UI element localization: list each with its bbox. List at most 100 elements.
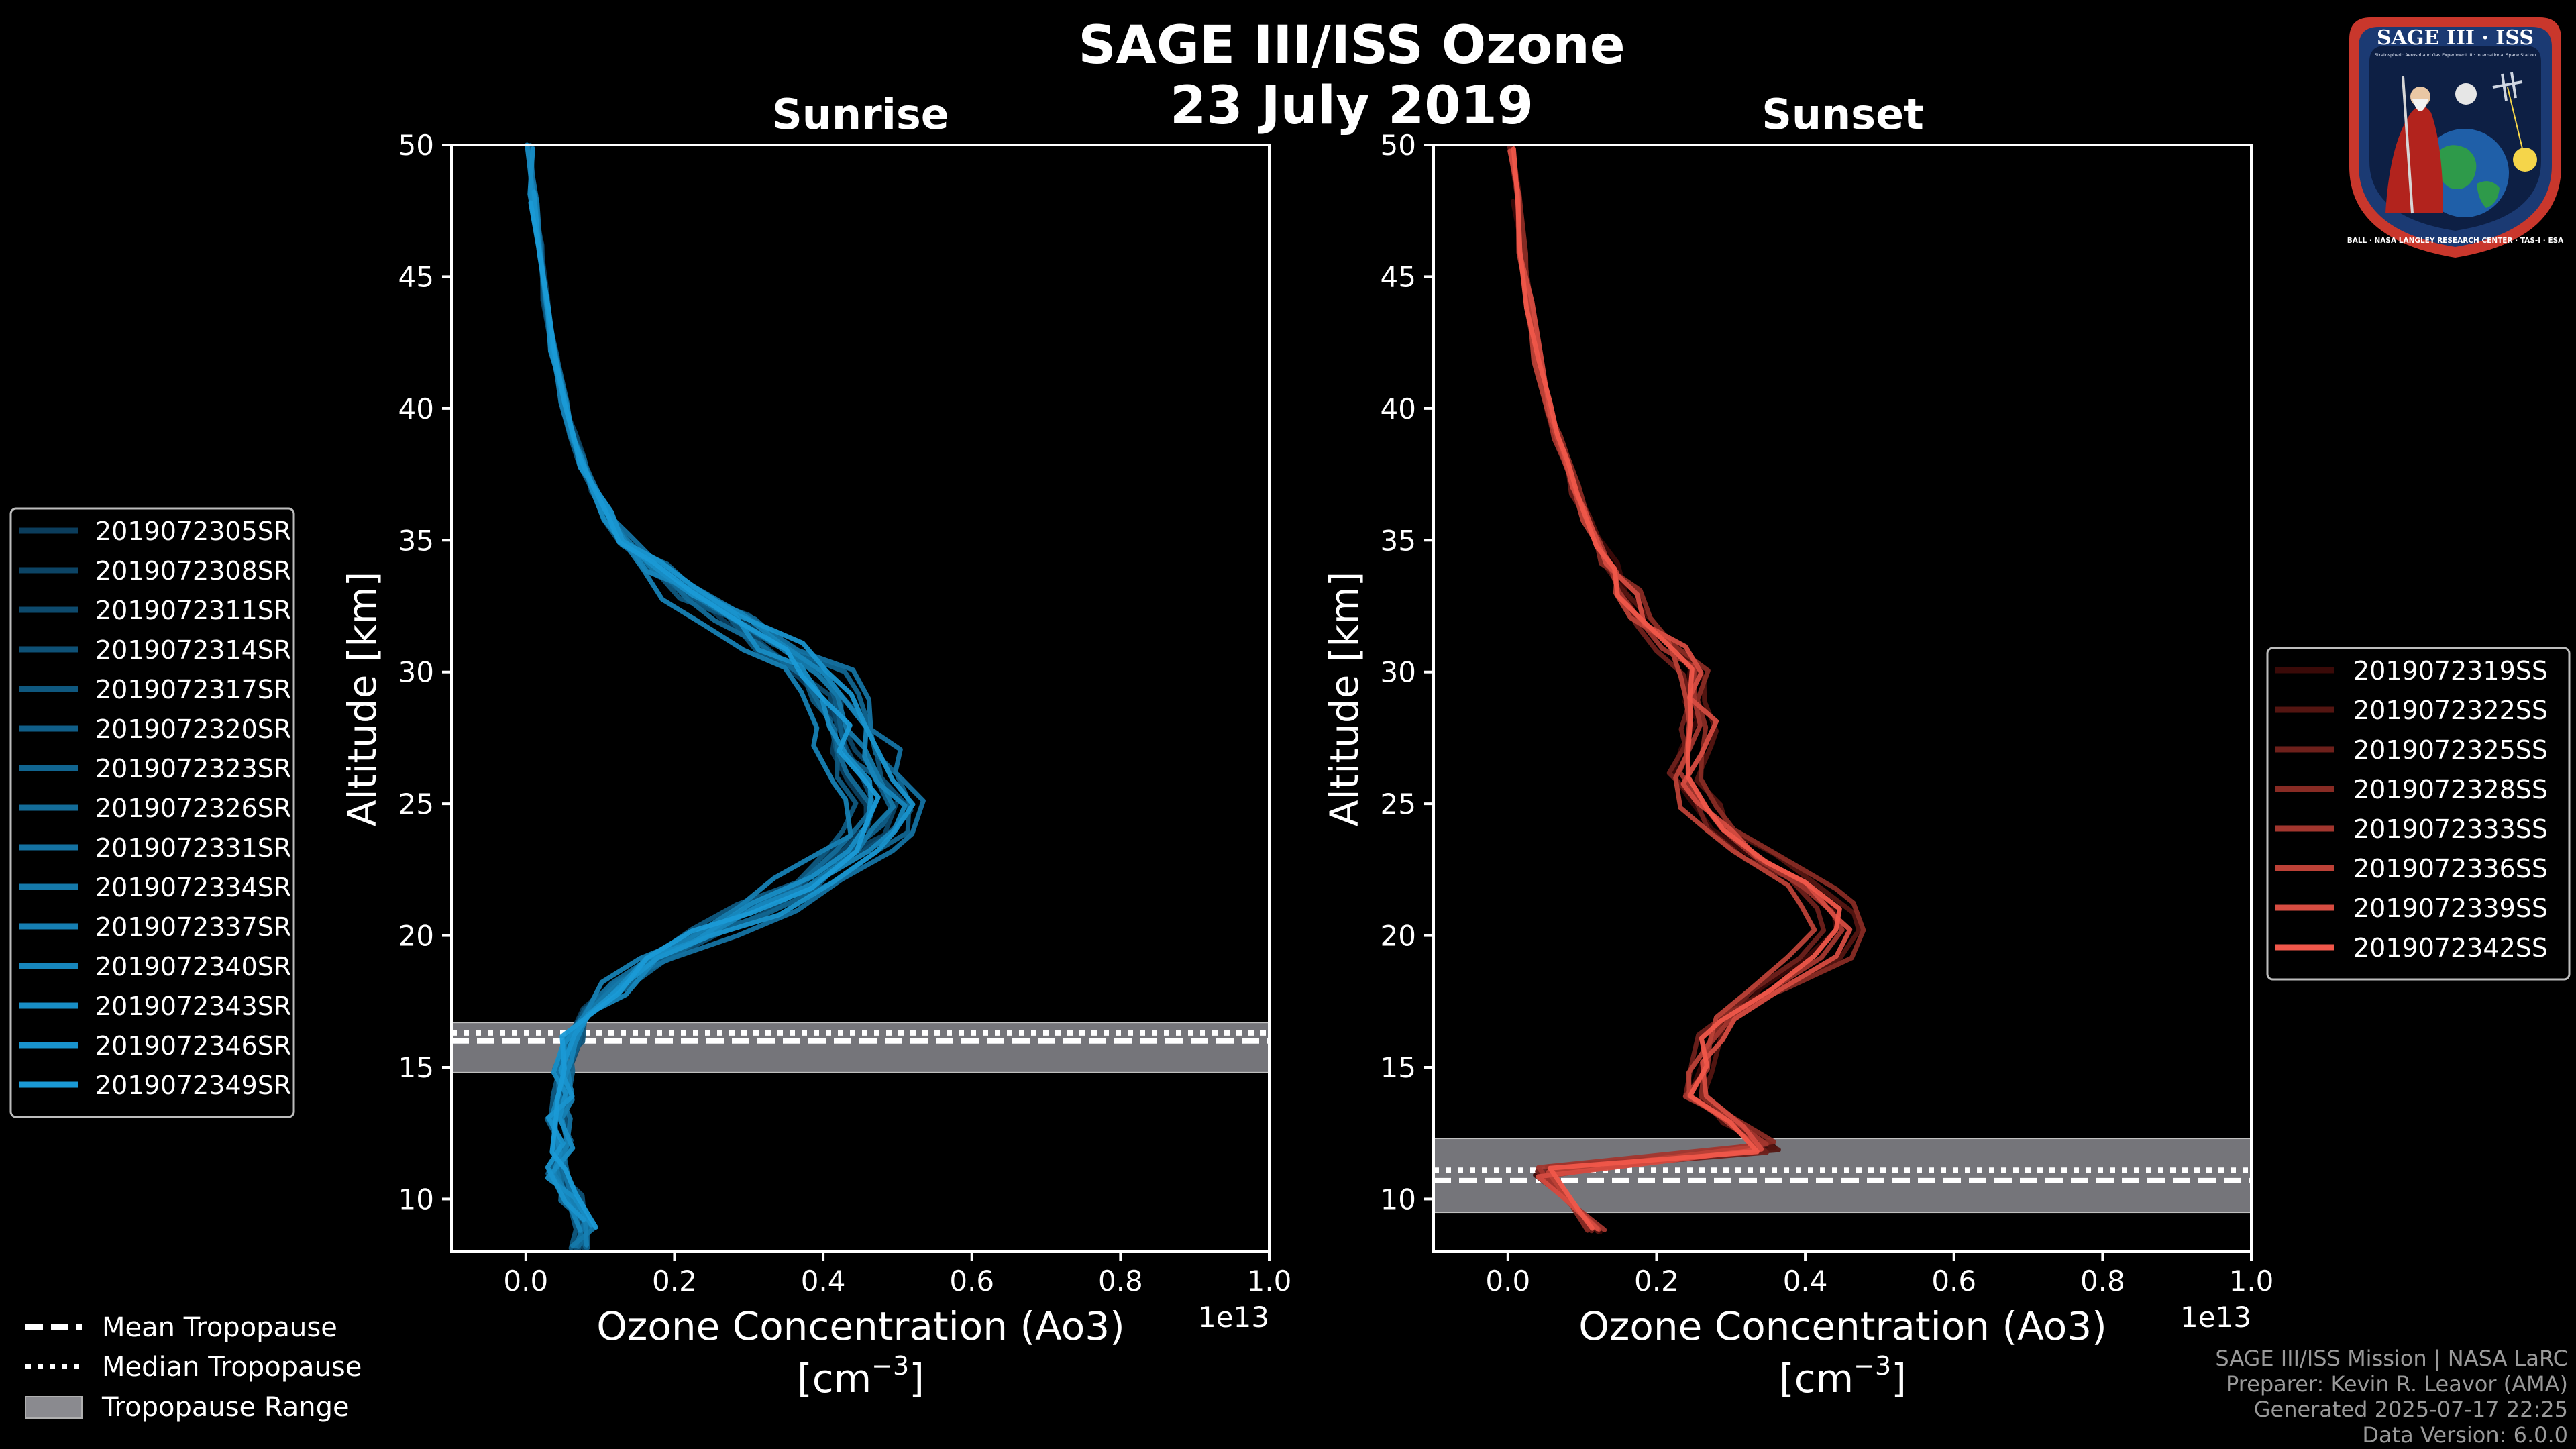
sunset-x-unit-exp: −3 [1854,1351,1891,1381]
footer-line-3: Generated 2025-07-17 22:25 [2254,1397,2568,1422]
sunset-y-tick-label: 10 [1381,1183,1416,1216]
sunrise-y-label: Altitude [km] [339,572,385,826]
sunrise-y-ticks: 10 15 20 25 30 35 40 45 50 [398,129,451,1216]
sunset-x-tick-label: 1.0 [2229,1265,2274,1297]
sunrise-y-tick-label: 35 [398,524,434,557]
sunset-x-tick-label: 0.8 [2080,1265,2125,1297]
sunset-y-tick-label: 45 [1381,260,1416,293]
badge-top-text: SAGE III · ISS [2377,26,2534,50]
sunset-x-tick-label: 0.6 [1931,1265,1976,1297]
sunrise-series-line-2019072349SR [528,200,881,1230]
sunrise-legend-label: 2019072305SR [95,517,291,546]
sunset-axes-frame [1432,144,2253,1253]
sunset-x-ticks: 0.0 0.2 0.4 0.6 0.8 1.0 [1485,1252,2273,1297]
sunrise-x-tick-label: 0.4 [801,1265,846,1297]
sunset-series [1507,144,1866,1234]
sunrise-legend-label: 2019072331SR [95,833,291,863]
sunrise-y-tick-label: 40 [398,392,434,425]
sunrise-axes-frame [450,144,1271,1253]
sunset-y-tick-label: 40 [1381,392,1416,425]
sunrise-series [525,142,926,1253]
sunset-legend-label: 2019072319SS [2353,656,2548,686]
sunset-y-tick-label: 35 [1381,524,1416,557]
sunset-y-tick-label: 50 [1381,129,1416,162]
sage-iii-iss-mission-badge: SAGE III · ISS Stratospheric Aerosol and… [2347,17,2564,258]
sunrise-tropopause [451,1022,1270,1073]
sunset-x-tick-label: 0.2 [1634,1265,1679,1297]
sunrise-y-tick-label: 50 [398,129,434,162]
sunset-legend-label: 2019072333SS [2353,814,2548,844]
sunset-legend-frame [2266,647,2571,981]
sunrise-y-tick-label: 15 [398,1051,434,1084]
figure-beard-icon [2412,99,2428,111]
sunset-legend-label: 2019072325SS [2353,735,2548,765]
sunset-title: Sunset [1762,90,1924,139]
space-station-icon [2492,72,2523,101]
badge-ring-text: BALL · NASA LANGLEY RESEARCH CENTER · TA… [2347,237,2564,245]
sunrise-y-tick-label: 45 [398,260,434,293]
tropopause-range-label: Tropopause Range [101,1392,350,1423]
continent-shape-2 [2477,181,2500,208]
figure-title-line1: SAGE III/ISS Ozone [1078,15,1625,76]
sunset-series-line-2019072342SS [1511,146,1842,1231]
sunrise-legend-label: 2019072326SR [95,794,291,823]
sunrise-x-tick-label: 0.2 [652,1265,697,1297]
sunrise-legend-label: 2019072340SR [95,952,291,981]
figure-title-line2: 23 July 2019 [1170,76,1534,136]
sunrise-legend: 2019072305SR 2019072308SR 2019072311SR 2019… [9,507,295,1118]
sunrise-legend-label: 2019072343SR [95,991,291,1021]
sunrise-legend-label: 2019072337SR [95,912,291,942]
sunset-y-tick-label: 20 [1381,920,1416,953]
sunrise-legend-label: 2019072349SR [95,1071,291,1100]
sunrise-x-unit-exp: −3 [871,1351,909,1381]
sunset-x-tick-label: 0.0 [1485,1265,1530,1297]
sunrise-x-label: Ozone Concentration (Ao3) [596,1303,1125,1349]
figure-robe-icon [2385,106,2443,213]
sunset-x-label: Ozone Concentration (Ao3) [1578,1303,2107,1349]
sunset-offset-text: 1e13 [2180,1301,2251,1334]
sunrise-y-tick-label: 10 [398,1183,434,1216]
footer-line-1: SAGE III/ISS Mission | NASA LaRC [2215,1346,2568,1371]
sunset-y-ticks: 10 15 20 25 30 35 40 45 50 [1381,129,1434,1216]
sunset-x-unit-base: [cm [1779,1356,1854,1401]
staff-icon [2402,76,2414,214]
footer-line-2: Preparer: Kevin R. Leavor (AMA) [2226,1371,2568,1397]
sunrise-legend-label: 2019072320SR [95,714,291,744]
occultation-ray-icon [2507,87,2526,160]
tropopause-range-swatch [25,1396,83,1419]
sunrise-legend-label: 2019072308SR [95,556,291,586]
sunset-legend-label: 2019072336SS [2353,854,2548,883]
sunset-legend: 2019072319SS 2019072322SS 2019072325SS 2019… [2266,647,2571,981]
sunrise-x-unit: [cm−3] [797,1351,924,1401]
sunrise-legend-label: 2019072346SR [95,1031,291,1061]
mean-tropopause-label: Mean Tropopause [102,1312,337,1343]
moon-icon [2455,83,2477,105]
tropopause-legend: Mean Tropopause Median Tropopause Tropop… [25,1312,362,1423]
sunrise-x-tick-label: 0.6 [949,1265,994,1297]
sunrise-x-unit-base: [cm [797,1356,871,1401]
sunset-y-tick-label: 15 [1381,1051,1416,1084]
sunrise-legend-label: 2019072323SR [95,754,291,784]
sunrise-x-tick-label: 0.8 [1098,1265,1143,1297]
badge-subtitle: Stratospheric Aerosol and Gas Experiment… [2375,52,2536,58]
footer-credits: SAGE III/ISS Mission | NASA LaRC Prepare… [2215,1346,2568,1448]
sunrise-offset-text: 1e13 [1198,1301,1269,1334]
sunset-x-unit-close: ] [1891,1356,1907,1401]
sunrise-x-tick-label: 0.0 [503,1265,548,1297]
sunset-x-tick-label: 0.4 [1783,1265,1828,1297]
sunrise-title: Sunrise [772,90,949,139]
sunset-legend-label: 2019072342SS [2353,933,2548,963]
sunrise-x-unit-close: ] [909,1356,924,1401]
sunset-x-unit: [cm−3] [1779,1351,1907,1401]
sunrise-y-tick-label: 25 [398,788,434,820]
sunrise-legend-label: 2019072314SR [95,635,291,665]
sunrise-legend-label: 2019072317SR [95,675,291,704]
sunset-legend-label: 2019072322SS [2353,696,2548,725]
sunset-tropopause [1433,1138,2252,1214]
sunrise-y-tick-label: 20 [398,920,434,953]
sunrise-legend-label: 2019072311SR [95,596,291,625]
median-tropopause-label: Median Tropopause [102,1352,362,1383]
sunset-legend-label: 2019072328SS [2353,775,2548,804]
